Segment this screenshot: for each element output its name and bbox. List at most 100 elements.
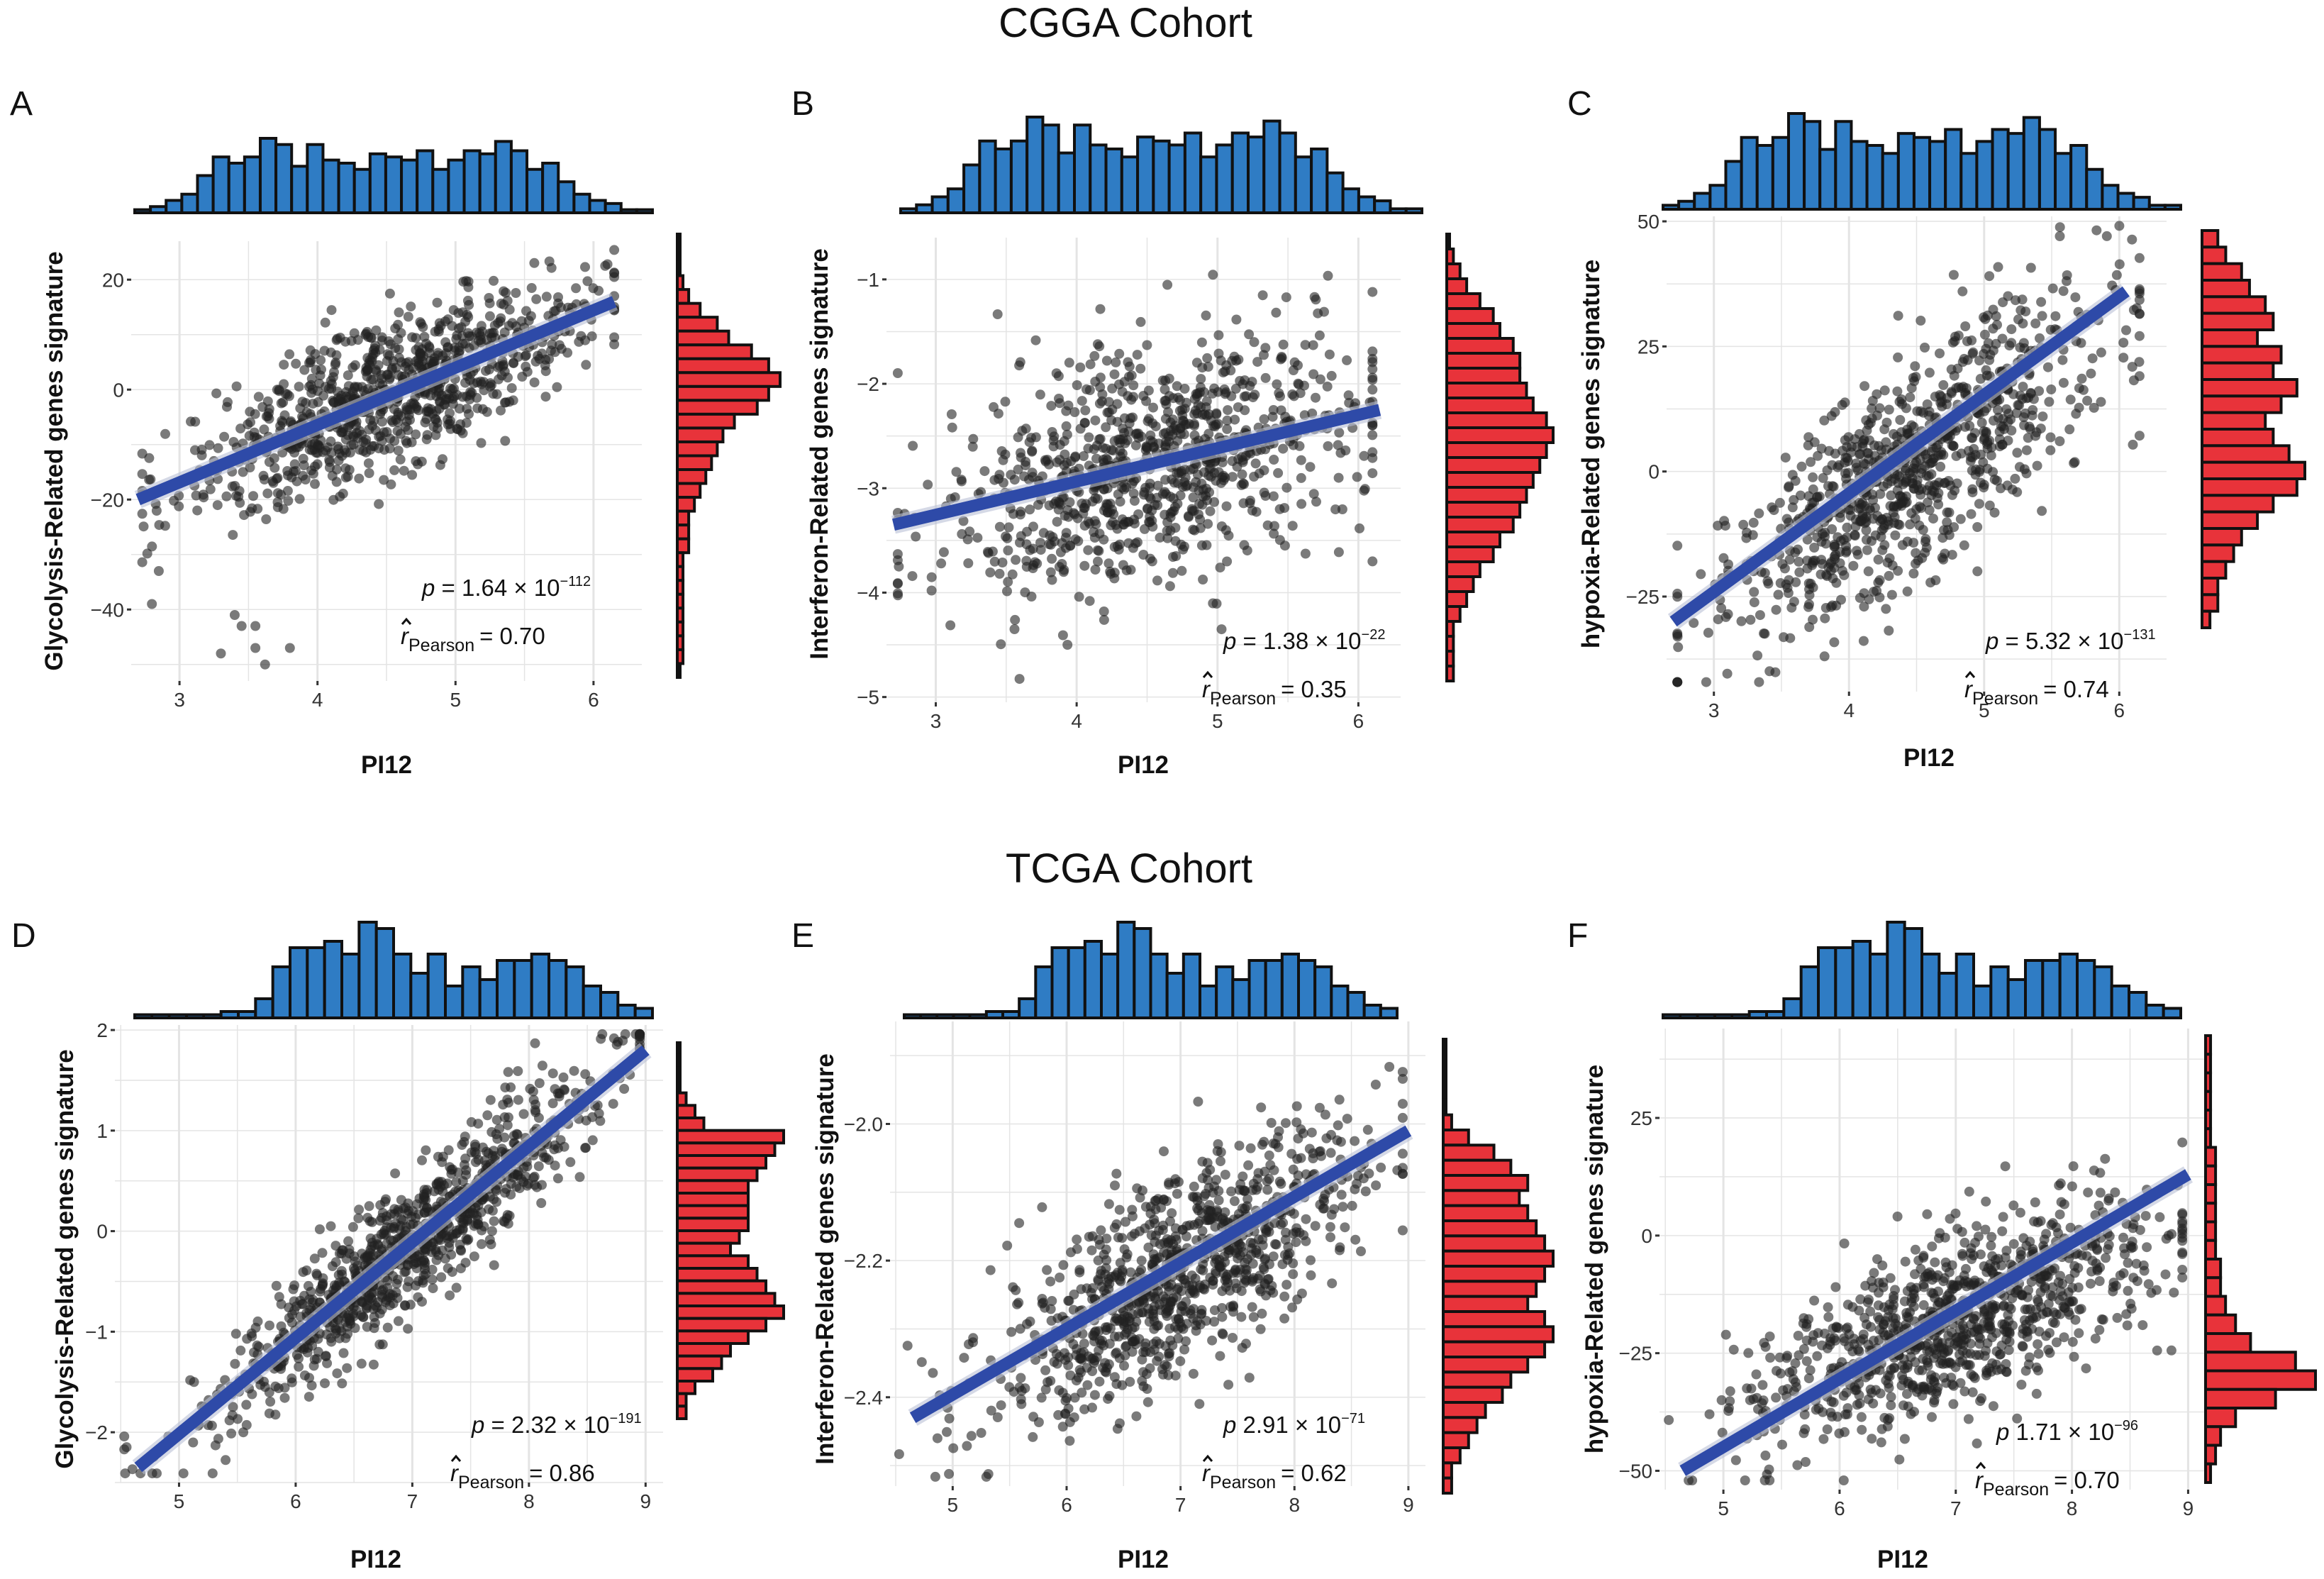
data-point	[979, 466, 990, 477]
data-point	[1179, 477, 1189, 487]
data-point	[2012, 448, 2023, 458]
data-point	[316, 355, 326, 365]
data-point	[1215, 1351, 1225, 1361]
data-point	[1095, 304, 1106, 314]
data-point	[1124, 361, 1135, 372]
data-point	[1873, 554, 1884, 565]
data-point	[1138, 1381, 1149, 1392]
data-point	[1689, 618, 1699, 628]
data-point	[552, 382, 562, 392]
data-point	[1333, 547, 1344, 558]
data-point	[1150, 421, 1161, 432]
data-point	[1037, 1202, 1047, 1212]
top-hist-bar	[368, 152, 387, 214]
data-point	[401, 358, 411, 368]
data-point	[482, 1110, 493, 1121]
data-point	[513, 1066, 523, 1076]
data-point	[2025, 388, 2036, 399]
data-point	[1287, 521, 1298, 531]
data-point	[382, 349, 393, 360]
data-point	[2087, 353, 2098, 364]
data-point	[1221, 501, 1232, 511]
data-point	[489, 1260, 499, 1270]
right-hist-bar	[2201, 477, 2298, 497]
data-point	[1028, 521, 1038, 532]
data-point	[1886, 589, 1897, 600]
data-point	[398, 1215, 408, 1226]
data-point	[191, 490, 201, 501]
data-point	[587, 1135, 598, 1146]
data-point	[1194, 1399, 1205, 1409]
data-point	[2134, 371, 2145, 382]
data-point	[1367, 372, 1378, 383]
data-point	[936, 558, 947, 569]
data-point	[1117, 1265, 1128, 1275]
data-point	[1947, 550, 1957, 560]
right-hist-bar	[676, 537, 691, 555]
y-tick-label: 0	[1648, 461, 1659, 483]
right-hist-bar	[2201, 245, 2228, 265]
data-point	[1269, 528, 1279, 539]
data-point	[250, 409, 260, 419]
data-point	[547, 1068, 558, 1079]
data-point	[326, 1221, 336, 1231]
data-point	[419, 331, 430, 342]
data-point	[1205, 506, 1216, 516]
data-point	[282, 466, 293, 476]
data-point	[1672, 677, 1683, 687]
data-point	[496, 405, 506, 416]
right-hist-bar	[2201, 345, 2283, 365]
data-point	[1188, 1368, 1199, 1379]
data-point	[1213, 1186, 1224, 1196]
data-point	[1364, 1168, 1374, 1179]
data-point	[1701, 677, 1711, 687]
data-point	[496, 313, 506, 323]
data-point	[997, 558, 1008, 567]
right-hist-bar	[676, 1204, 750, 1220]
top-hist-bar	[494, 140, 513, 214]
data-point	[245, 462, 255, 472]
data-point	[1859, 602, 1869, 612]
data-point	[1803, 602, 1813, 612]
data-point	[433, 388, 444, 399]
fit-line	[135, 296, 617, 506]
data-point	[1160, 375, 1171, 386]
data-point	[569, 1065, 579, 1076]
data-point	[1745, 614, 1756, 625]
data-point	[1103, 1199, 1114, 1209]
data-point	[2037, 411, 2048, 422]
data-point	[248, 491, 259, 502]
cohort-title-cgga: CGGA Cohort	[999, 0, 1252, 46]
data-point	[350, 382, 360, 393]
data-point	[380, 1197, 390, 1207]
data-point	[354, 473, 365, 484]
data-point	[1111, 357, 1121, 367]
data-point	[1752, 650, 1763, 661]
right-hist-bar	[1445, 590, 1469, 608]
top-hist-bar	[1693, 192, 1712, 211]
data-point	[1047, 1296, 1057, 1306]
data-point	[1893, 311, 1903, 321]
y-tick-label: −2	[857, 373, 879, 395]
data-point	[1061, 421, 1072, 431]
right-hist-bar	[2201, 460, 2306, 481]
data-point	[456, 322, 467, 333]
right-hist-bar	[676, 274, 685, 292]
right-hist-bar	[676, 329, 730, 347]
data-point	[382, 1322, 393, 1333]
data-point	[2071, 409, 2081, 419]
data-point	[383, 370, 394, 380]
data-point	[1140, 523, 1150, 534]
data-point	[154, 520, 165, 531]
data-point	[451, 1177, 462, 1187]
data-point	[441, 394, 452, 404]
p-value-text: p = 1.38 × 10−22	[1223, 627, 1385, 654]
data-point	[1287, 1302, 1298, 1313]
data-point	[380, 1297, 391, 1307]
data-point	[533, 1161, 544, 1172]
data-point	[395, 428, 406, 439]
data-point	[1333, 1120, 1343, 1131]
data-point	[1276, 1178, 1286, 1189]
